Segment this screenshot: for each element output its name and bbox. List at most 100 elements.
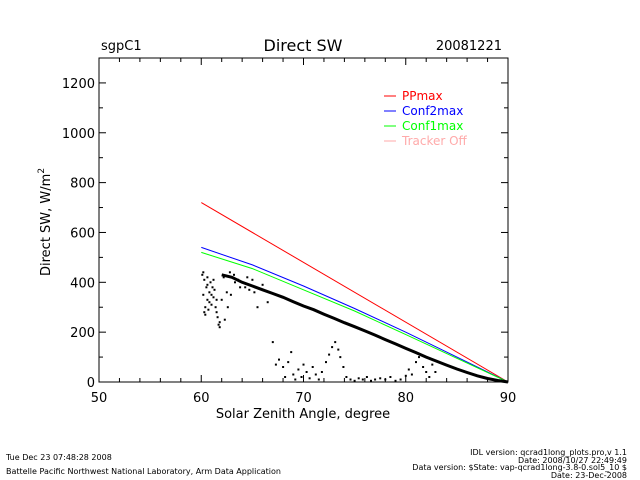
data-point — [213, 288, 216, 291]
data-point — [407, 368, 410, 371]
x-tick-label: 80 — [397, 391, 414, 406]
data-point — [379, 377, 382, 380]
y-axis-label-sup: 2 — [37, 168, 47, 174]
data-point — [342, 366, 345, 368]
data-point — [206, 298, 209, 301]
data-point — [210, 293, 213, 296]
site-label: sgpC1 — [101, 39, 142, 54]
data-point — [212, 278, 215, 281]
data-point — [389, 376, 392, 378]
data-point — [253, 291, 256, 294]
data-point — [297, 368, 300, 371]
footer-data-date: Date: 23-Dec-2008 — [551, 471, 627, 480]
data-point — [331, 346, 334, 349]
x-axis-label: Solar Zenith Angle, degree — [216, 407, 390, 422]
data-point — [218, 321, 221, 324]
data-point — [305, 371, 308, 373]
data-point — [328, 353, 331, 356]
footer-idl-version: IDL version: qcrad1long_plots.pro,v 1.1 — [470, 448, 627, 457]
data-point — [209, 281, 212, 284]
x-tick-label: 90 — [500, 391, 517, 406]
data-point — [228, 271, 231, 274]
series-line-conf2max — [201, 246, 509, 383]
data-point — [217, 323, 220, 326]
series-lines — [201, 202, 509, 384]
data-point — [203, 311, 206, 314]
data-point — [239, 286, 242, 289]
data-point — [225, 291, 228, 294]
data-point — [370, 379, 372, 382]
data-point — [278, 358, 280, 361]
data-point — [274, 363, 277, 366]
legend-label: PPmax — [402, 89, 443, 103]
data-point — [302, 363, 305, 366]
series-line-conf1max — [201, 251, 509, 383]
data-point — [204, 313, 207, 316]
data-point — [215, 298, 218, 301]
data-point — [410, 373, 413, 376]
legend-label: Conf1max — [402, 119, 463, 133]
data-point — [212, 296, 215, 299]
y-axis-label: Direct SW, W/m2 — [37, 168, 54, 276]
x-tick-label: 60 — [193, 391, 210, 406]
data-point — [287, 361, 290, 364]
data-point — [206, 283, 209, 286]
data-point — [248, 288, 251, 291]
y-axis: 0 200 400 600 800 1000 1200 — [62, 77, 508, 391]
data-point — [241, 281, 244, 284]
x-axis: 50 60 70 80 90 — [91, 58, 517, 406]
x-tick-label: 50 — [91, 391, 108, 406]
data-point — [234, 281, 236, 284]
data-point — [399, 378, 402, 381]
data-point — [222, 276, 225, 279]
data-point — [207, 308, 210, 311]
data-point — [203, 278, 206, 281]
data-point — [357, 377, 360, 380]
data-point — [208, 301, 211, 304]
data-point — [418, 356, 420, 359]
footer-data-version: Data version: $State: vap-qcrad1long-3.8… — [412, 463, 627, 472]
data-point — [284, 376, 287, 378]
y-tick-label: 1200 — [62, 77, 95, 92]
data-point — [229, 293, 232, 296]
data-point — [205, 286, 208, 289]
data-point — [345, 376, 348, 378]
data-point — [201, 273, 204, 276]
data-point — [428, 376, 431, 378]
data-point — [271, 341, 274, 344]
y-tick-label: 800 — [70, 177, 95, 192]
data-point — [353, 379, 356, 382]
data-point — [226, 306, 229, 309]
y-axis-label-main: Direct SW, W/m — [39, 174, 54, 276]
data-point — [334, 341, 337, 344]
data-point — [237, 278, 240, 281]
data-point — [384, 378, 387, 381]
data-point — [282, 366, 285, 368]
y-tick-label: 200 — [70, 326, 95, 341]
data-point — [425, 371, 428, 373]
data-point — [220, 298, 223, 301]
data-point — [208, 291, 211, 294]
data-point — [223, 318, 226, 321]
data-point — [266, 301, 269, 304]
data-point — [415, 361, 417, 364]
data-point — [317, 378, 320, 381]
data-point — [292, 373, 295, 376]
data-point — [218, 326, 221, 329]
data-point — [300, 376, 303, 378]
y-tick-label: 1000 — [62, 127, 95, 142]
data-point — [294, 378, 297, 381]
data-point — [246, 276, 249, 279]
data-point — [251, 278, 254, 281]
data-point — [394, 379, 397, 382]
legend-label: Conf2max — [402, 104, 463, 118]
data-point — [244, 286, 247, 289]
footer-idl-date: Date: 2008/10/27 22:49:49 — [518, 456, 627, 465]
series-line-ppmax — [201, 202, 509, 383]
data-point — [214, 306, 217, 309]
data-point — [256, 306, 259, 309]
data-point — [337, 348, 340, 351]
footer-org: Battelle Pacific Northwest National Labo… — [6, 467, 281, 476]
